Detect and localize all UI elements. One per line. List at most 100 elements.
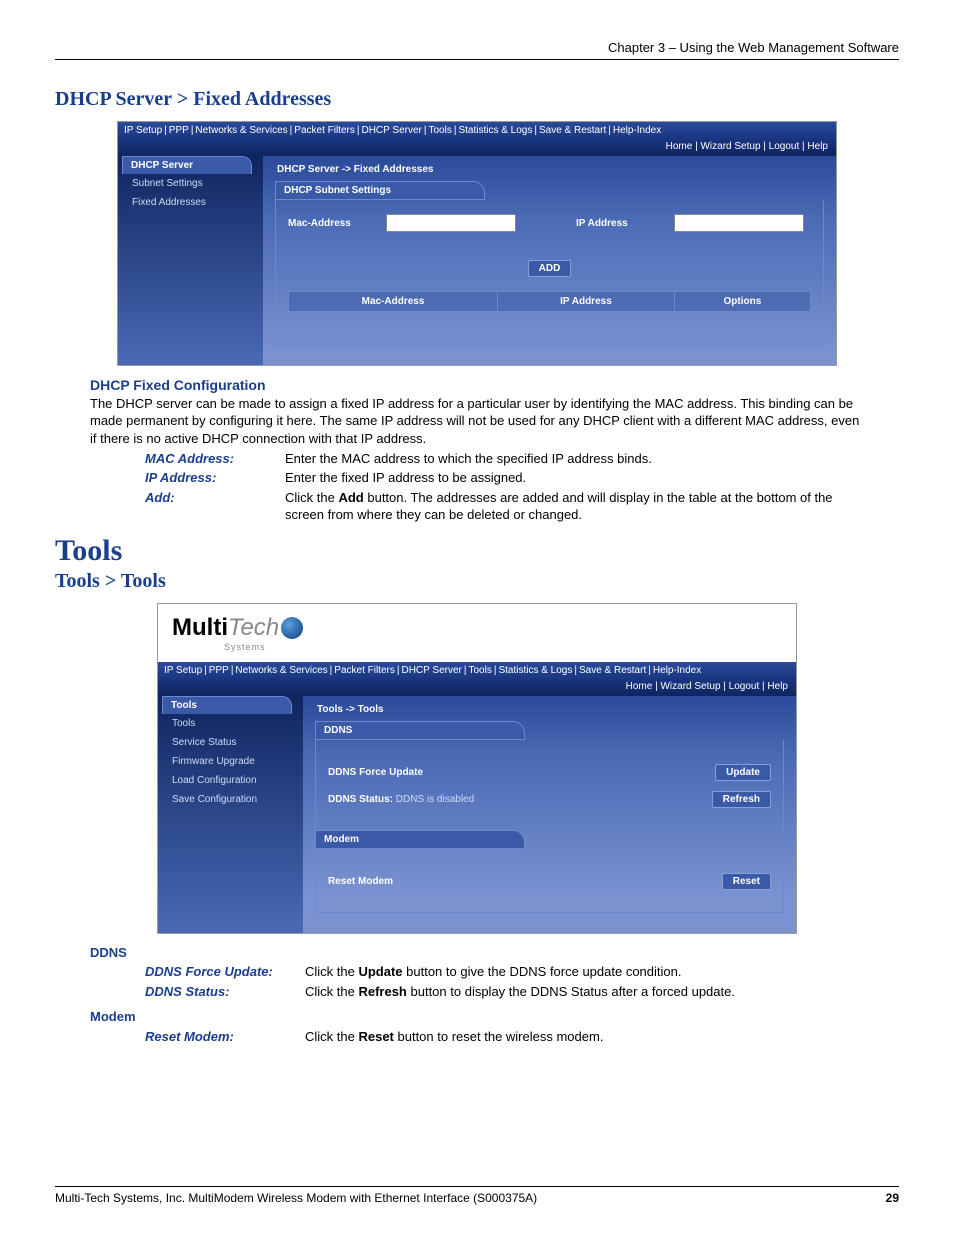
doc-h3: DHCP Fixed Configuration [90,376,864,395]
nav-item[interactable]: IP Setup [124,125,162,136]
subnav-item[interactable]: Logout [769,141,800,152]
field-desc: Click the Reset button to reset the wire… [305,1028,864,1046]
field-desc: Click the Update button to give the DDNS… [305,963,864,981]
tools-title: Tools [55,534,899,568]
nav-item[interactable]: Statistics & Logs [498,665,572,676]
field-label: DDNS Force Update: [145,963,305,981]
ddns-force-label: DDNS Force Update [328,767,423,778]
footer-text: Multi-Tech Systems, Inc. MultiModem Wire… [55,1191,537,1205]
subnav-item[interactable]: Logout [729,681,760,692]
tools-sub: Tools > Tools [55,570,899,593]
doc-para: The DHCP server can be made to assign a … [90,395,864,448]
top-nav: IP Setup | PPP | Networks & Services | P… [158,662,796,679]
nav-item[interactable]: Save & Restart [539,125,606,136]
reset-modem-label: Reset Modem [328,876,393,887]
footer: Multi-Tech Systems, Inc. MultiModem Wire… [55,1186,899,1205]
th-ip: IP Address [498,292,675,312]
field-desc: Enter the fixed IP address to be assigne… [285,469,864,487]
divider [55,59,899,60]
content-area: DHCP Server -> Fixed Addresses DHCP Subn… [263,156,836,365]
mac-label: Mac-Address [288,218,378,229]
doc-tools: DDNS DDNS Force Update: Click the Update… [90,944,864,1046]
content-area: Tools -> Tools DDNS DDNS Force Update Up… [303,696,796,933]
subnav-item[interactable]: Help [767,681,788,692]
panel-header: DHCP Subnet Settings [275,181,485,200]
ddns-status-value: DDNS is disabled [396,794,474,805]
sidebar: Tools Tools Service Status Firmware Upgr… [158,696,303,933]
doc-dhcp: DHCP Fixed Configuration The DHCP server… [90,376,864,524]
nav-item[interactable]: DHCP Server [401,665,461,676]
field-desc: Click the Refresh button to display the … [305,983,864,1001]
logo-sub: Systems [224,642,782,652]
field-label: Add: [145,489,285,524]
th-options: Options [674,292,810,312]
panel-modem: Modem [315,830,525,849]
screenshot-dhcp: IP Setup | PPP | Networks & Services | P… [117,121,837,366]
page-number: 29 [886,1191,899,1205]
screenshot-tools: MultiTech Systems IP Setup | PPP | Netwo… [157,603,797,934]
nav-item[interactable]: DHCP Server [361,125,421,136]
subnav-item[interactable]: Home [626,681,653,692]
nav-item[interactable]: PPP [209,665,229,676]
nav-item[interactable]: Packet Filters [334,665,395,676]
nav-item[interactable]: Tools [468,665,491,676]
field-desc: Click the Add button. The addresses are … [285,489,864,524]
subnav-item[interactable]: Help [807,141,828,152]
section1-title: DHCP Server > Fixed Addresses [55,88,899,111]
sub-nav: Home | Wizard Setup | Logout | Help [158,679,796,696]
nav-item[interactable]: Help-Index [653,665,701,676]
field-label: Reset Modem: [145,1028,305,1046]
ddns-heading: DDNS [90,944,864,962]
field-label: IP Address: [145,469,285,487]
mac-input[interactable] [386,214,516,232]
subnav-item[interactable]: Wizard Setup [660,681,720,692]
logo-bar: MultiTech Systems [158,604,796,662]
subnav-item[interactable]: Wizard Setup [700,141,760,152]
sidebar-item-save[interactable]: Save Configuration [158,790,303,809]
sidebar-item-load[interactable]: Load Configuration [158,771,303,790]
nav-item[interactable]: Statistics & Logs [458,125,532,136]
add-button[interactable]: ADD [528,260,572,277]
panel-ddns: DDNS [315,721,525,740]
update-button[interactable]: Update [715,764,771,781]
sidebar-item-subnet[interactable]: Subnet Settings [118,174,263,193]
field-label: MAC Address: [145,450,285,468]
nav-item[interactable]: Tools [428,125,451,136]
reset-button[interactable]: Reset [722,873,771,890]
nav-item[interactable]: Save & Restart [579,665,646,676]
sidebar-item-fixed[interactable]: Fixed Addresses [118,193,263,212]
breadcrumb: Tools -> Tools [315,702,784,721]
panel-body: Reset Modem Reset [315,849,784,913]
nav-item[interactable]: Packet Filters [294,125,355,136]
logo-dot-icon [281,617,303,639]
nav-item[interactable]: IP Setup [164,665,202,676]
top-nav: IP Setup | PPP | Networks & Services | P… [118,122,836,139]
breadcrumb: DHCP Server -> Fixed Addresses [275,162,824,181]
sidebar-item-firmware[interactable]: Firmware Upgrade [158,752,303,771]
modem-heading: Modem [90,1008,864,1026]
sidebar: DHCP Server Subnet Settings Fixed Addres… [118,156,263,365]
addresses-table: Mac-Address IP Address Options [288,291,811,332]
logo: MultiTech [172,614,303,641]
chapter-header: Chapter 3 – Using the Web Management Sof… [55,40,899,59]
panel-body: Mac-Address IP Address ADD Mac-Add [275,200,824,345]
field-label: DDNS Status: [145,983,305,1001]
nav-item[interactable]: Networks & Services [235,665,327,676]
ip-input[interactable] [674,214,804,232]
ip-label: IP Address [576,218,666,229]
th-mac: Mac-Address [289,292,498,312]
sub-nav: Home | Wizard Setup | Logout | Help [118,139,836,156]
sidebar-header: Tools [162,696,292,714]
field-desc: Enter the MAC address to which the speci… [285,450,864,468]
subnav-item[interactable]: Home [666,141,693,152]
table-row [289,312,811,332]
ddns-status-label: DDNS Status: [328,794,393,805]
refresh-button[interactable]: Refresh [712,791,771,808]
sidebar-header: DHCP Server [122,156,252,174]
nav-item[interactable]: PPP [169,125,189,136]
sidebar-item-status[interactable]: Service Status [158,733,303,752]
nav-item[interactable]: Help-Index [613,125,661,136]
nav-item[interactable]: Networks & Services [195,125,287,136]
panel-body: DDNS Force Update Update DDNS Status: DD… [315,740,784,830]
sidebar-item-tools[interactable]: Tools [158,714,303,733]
